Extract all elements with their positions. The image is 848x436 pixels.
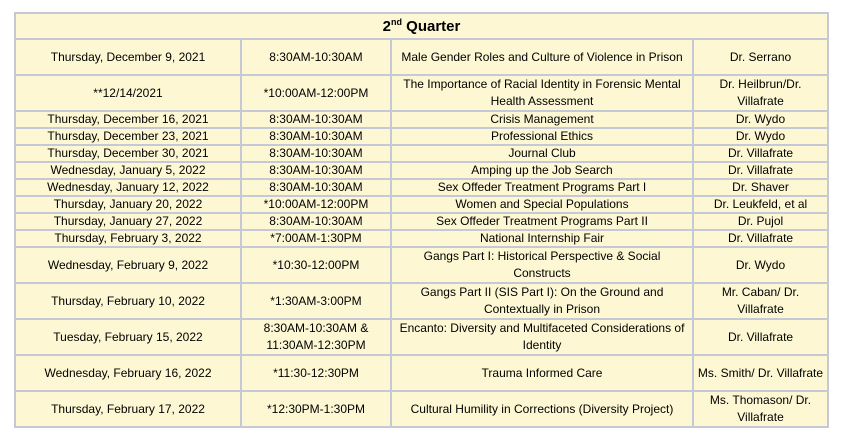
presenter-cell: Dr. Shaver (691, 178, 830, 197)
date-cell: Thursday, December 30, 2021 (14, 144, 242, 163)
date-cell: Thursday, December 9, 2021 (14, 38, 242, 76)
quarter-word: Quarter (406, 17, 461, 35)
quarter-ordinal: 2 (382, 17, 391, 35)
presenter-cell: Dr. Villafrate (691, 318, 830, 356)
time-cell: 8:30AM-10:30AM (240, 212, 392, 231)
table-row: Thursday, February 3, 2022 *7:00AM-1:30P… (14, 229, 830, 248)
time-cell: 8:30AM-10:30AM (240, 127, 392, 146)
date-cell: **12/14/2021 (14, 74, 242, 112)
topic-cell: Sex Offeder Treatment Programs Part II (390, 212, 694, 231)
time-cell: *12:30PM-1:30PM (240, 390, 392, 428)
table-row: **12/14/2021 *10:00AM-12:00PM The Import… (14, 74, 830, 112)
date-cell: Wednesday, January 12, 2022 (14, 178, 242, 197)
presenter-cell: Dr. Wydo (691, 110, 830, 129)
topic-cell: National Internship Fair (390, 229, 694, 248)
presenter-cell: Dr. Serrano (691, 38, 830, 76)
topic-cell: Amping up the Job Search (390, 161, 694, 180)
date-cell: Wednesday, February 9, 2022 (14, 246, 242, 284)
time-cell: *7:00AM-1:30PM (240, 229, 392, 248)
table-row: Thursday, December 9, 2021 8:30AM-10:30A… (14, 38, 830, 76)
time-cell: *11:30-12:30PM (240, 354, 392, 392)
time-cell: 8:30AM-10:30AM (240, 144, 392, 163)
table-row: Tuesday, February 15, 2022 8:30AM-10:30A… (14, 318, 830, 356)
topic-cell: Male Gender Roles and Culture of Violenc… (390, 38, 694, 76)
presenter-cell: Dr. Villafrate (691, 161, 830, 180)
time-cell: *10:00AM-12:00PM (240, 195, 392, 214)
table-row: Wednesday, January 5, 2022 8:30AM-10:30A… (14, 161, 830, 180)
topic-cell: The Importance of Racial Identity in For… (390, 74, 694, 112)
table-row: Wednesday, February 16, 2022 *11:30-12:3… (14, 354, 830, 392)
schedule-table: 2nd Quarter Thursday, December 9, 2021 8… (13, 12, 830, 428)
schedule-document: 2nd Quarter Thursday, December 9, 2021 8… (13, 12, 830, 428)
time-cell: *10:00AM-12:00PM (240, 74, 392, 112)
presenter-cell: Dr. Wydo (691, 246, 830, 284)
date-cell: Thursday, February 3, 2022 (14, 229, 242, 248)
presenter-cell: Mr. Caban/ Dr. Villafrate (691, 282, 830, 320)
date-cell: Tuesday, February 15, 2022 (14, 318, 242, 356)
table-row: Wednesday, February 9, 2022 *10:30-12:00… (14, 246, 830, 284)
time-cell: 8:30AM-10:30AM (240, 38, 392, 76)
time-cell: 8:30AM-10:30AM & 11:30AM-12:30PM (240, 318, 392, 356)
table-row: Thursday, January 20, 2022 *10:00AM-12:0… (14, 195, 830, 214)
table-row: Thursday, December 23, 2021 8:30AM-10:30… (14, 127, 830, 146)
topic-cell: Journal Club (390, 144, 694, 163)
presenter-cell: Ms. Thomason/ Dr. Villafrate (691, 390, 830, 428)
time-cell: *1:30AM-3:00PM (240, 282, 392, 320)
table-row: Wednesday, January 12, 2022 8:30AM-10:30… (14, 178, 830, 197)
date-cell: Thursday, February 10, 2022 (14, 282, 242, 320)
presenter-cell: Dr. Pujol (691, 212, 830, 231)
presenter-cell: Ms. Smith/ Dr. Villafrate (691, 354, 830, 392)
topic-cell: Cultural Humility in Corrections (Divers… (390, 390, 694, 428)
table-row: Thursday, February 17, 2022 *12:30PM-1:3… (14, 390, 830, 428)
topic-cell: Sex Offeder Treatment Programs Part I (390, 178, 694, 197)
table-row: Thursday, December 16, 2021 8:30AM-10:30… (14, 110, 830, 129)
quarter-title: 2nd Quarter (13, 12, 830, 40)
date-cell: Thursday, January 27, 2022 (14, 212, 242, 231)
topic-cell: Women and Special Populations (390, 195, 694, 214)
time-cell: 8:30AM-10:30AM (240, 161, 392, 180)
presenter-cell: Dr. Heilbrun/Dr. Villafrate (691, 74, 830, 112)
time-cell: *10:30-12:00PM (240, 246, 392, 284)
date-cell: Thursday, February 17, 2022 (14, 390, 242, 428)
topic-cell: Trauma Informed Care (390, 354, 694, 392)
presenter-cell: Dr. Leukfeld, et al (691, 195, 830, 214)
topic-cell: Encanto: Diversity and Multifaceted Cons… (390, 318, 694, 356)
date-cell: Thursday, January 20, 2022 (14, 195, 242, 214)
date-cell: Thursday, December 16, 2021 (14, 110, 242, 129)
presenter-cell: Dr. Wydo (691, 127, 830, 146)
presenter-cell: Dr. Villafrate (691, 229, 830, 248)
topic-cell: Gangs Part II (SIS Part I): On the Groun… (390, 282, 694, 320)
topic-cell: Crisis Management (390, 110, 694, 129)
date-cell: Wednesday, January 5, 2022 (14, 161, 242, 180)
date-cell: Wednesday, February 16, 2022 (14, 354, 242, 392)
presenter-cell: Dr. Villafrate (691, 144, 830, 163)
topic-cell: Gangs Part I: Historical Perspective & S… (390, 246, 694, 284)
topic-cell: Professional Ethics (390, 127, 694, 146)
table-row: Thursday, January 27, 2022 8:30AM-10:30A… (14, 212, 830, 231)
quarter-suffix: nd (391, 16, 402, 27)
time-cell: 8:30AM-10:30AM (240, 110, 392, 129)
date-cell: Thursday, December 23, 2021 (14, 127, 242, 146)
time-cell: 8:30AM-10:30AM (240, 178, 392, 197)
table-row: Thursday, December 30, 2021 8:30AM-10:30… (14, 144, 830, 163)
table-row: Thursday, February 10, 2022 *1:30AM-3:00… (14, 282, 830, 320)
